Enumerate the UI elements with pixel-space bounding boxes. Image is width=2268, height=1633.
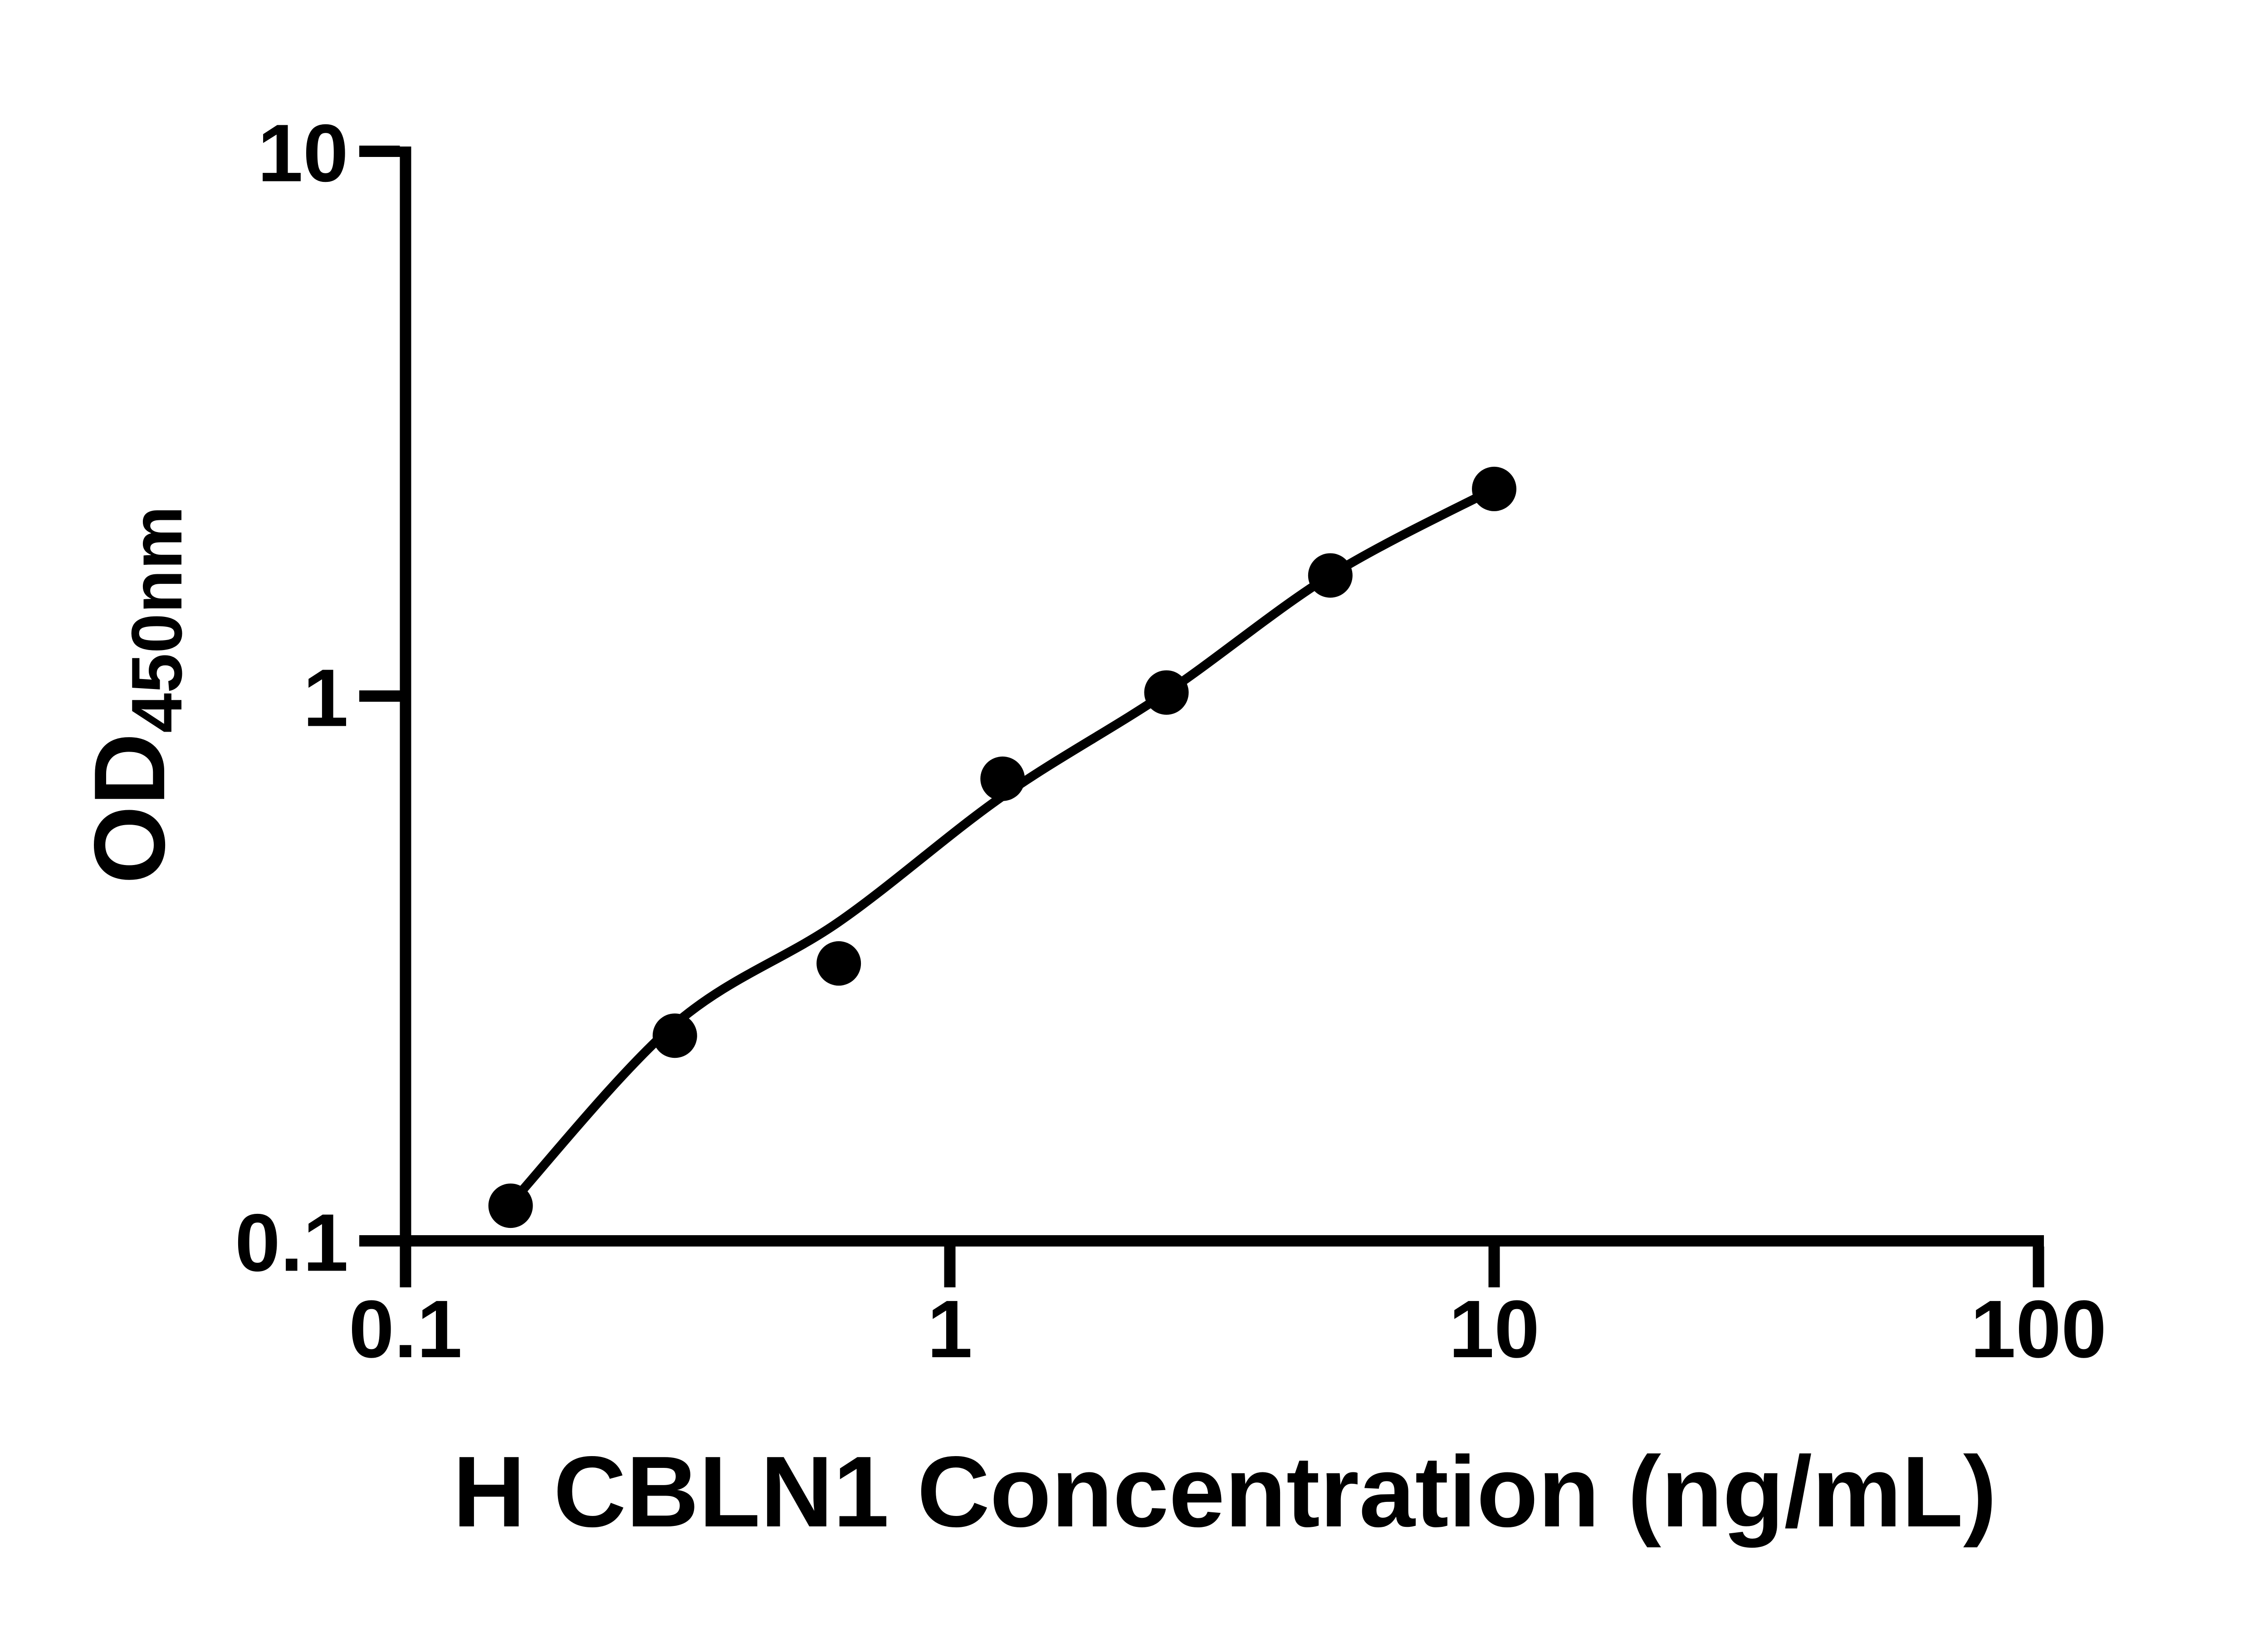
y-axis-title-subscript: 450nm <box>117 506 197 733</box>
x-tick-mark <box>1488 1247 1500 1287</box>
data-point <box>652 1013 697 1058</box>
data-point <box>1308 553 1353 598</box>
data-point <box>1472 466 1516 511</box>
data-point <box>1144 670 1189 715</box>
y-axis-title: OD450nm <box>73 506 197 884</box>
x-tick-label: 10 <box>1449 1284 1540 1375</box>
x-tick-label: 0.1 <box>349 1284 462 1375</box>
data-point <box>488 1183 533 1228</box>
x-tick-mark <box>2033 1247 2044 1287</box>
x-tick-label: 100 <box>1970 1284 2107 1375</box>
y-tick-label: 10 <box>258 108 348 199</box>
y-axis-title-main: OD <box>73 733 186 884</box>
x-tick-mark <box>944 1247 956 1287</box>
y-axis-line <box>400 147 411 1247</box>
y-tick-label: 0.1 <box>235 1198 348 1289</box>
data-point <box>980 756 1025 801</box>
y-tick-mark <box>359 1235 400 1247</box>
x-tick-label: 1 <box>927 1284 973 1375</box>
fit-curve <box>506 484 1499 1208</box>
x-tick-mark <box>400 1247 411 1287</box>
x-axis-line <box>359 1235 2044 1247</box>
y-tick-mark <box>359 146 400 157</box>
data-point <box>816 941 861 986</box>
y-tick-label: 1 <box>303 653 348 744</box>
x-axis-title: H CBLN1 Concentration (ng/mL) <box>453 1436 1997 1548</box>
y-tick-mark <box>359 690 400 702</box>
